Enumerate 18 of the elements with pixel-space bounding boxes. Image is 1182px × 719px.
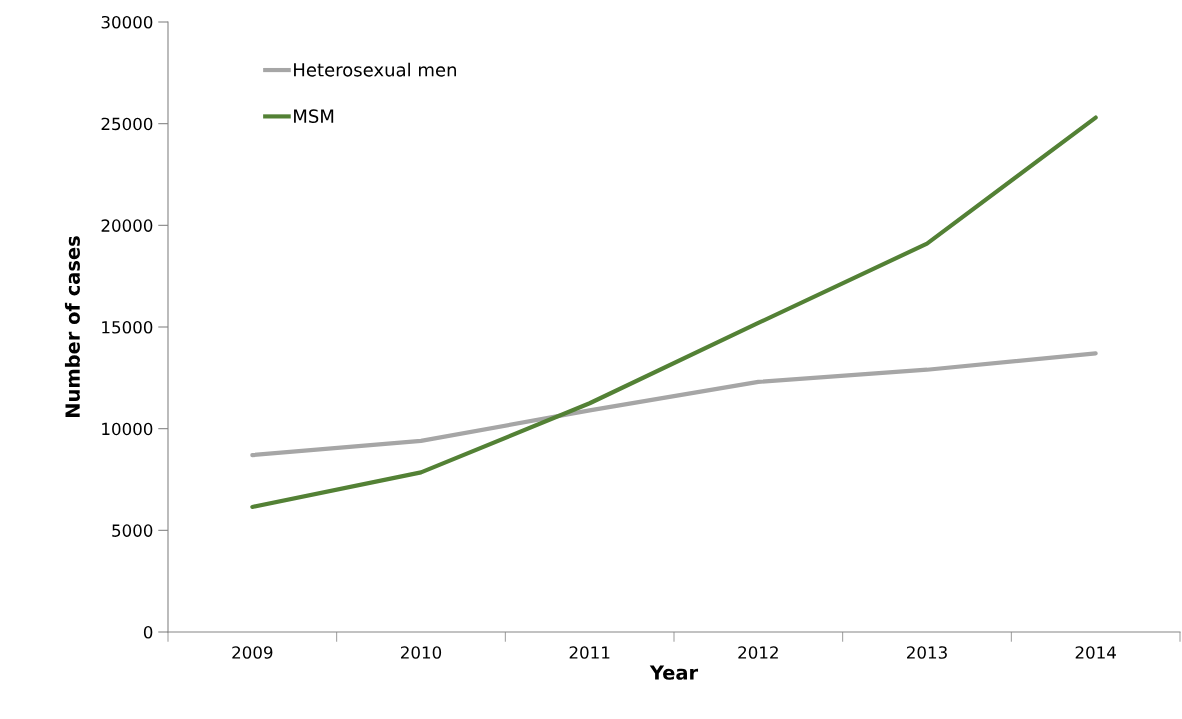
y-tick-label: 15000 [102,320,153,334]
y-tick-label: 25000 [101,117,153,131]
y-tick-label: 5000 [112,524,153,537]
x-tick-label: 2009 [232,646,273,659]
x-tick-label: 2010 [401,646,442,659]
y-axis-title: Number of cases [64,236,80,417]
y-tick-label: 30000 [101,15,153,29]
legend-label: Heterosexual men [294,62,456,77]
y-tick-label: 10000 [102,422,153,436]
x-tick-label: 2014 [1075,646,1116,659]
x-tick-label: 2012 [738,646,778,659]
x-tick-label: 2013 [907,646,947,659]
legend-label: MSM [294,109,334,123]
x-tick-label: 2011 [569,646,610,659]
line-series [250,351,1098,458]
x-axis-title: Year [649,665,699,680]
y-tick-label: 20000 [101,219,153,232]
y-tick-label: 0 [143,625,153,639]
